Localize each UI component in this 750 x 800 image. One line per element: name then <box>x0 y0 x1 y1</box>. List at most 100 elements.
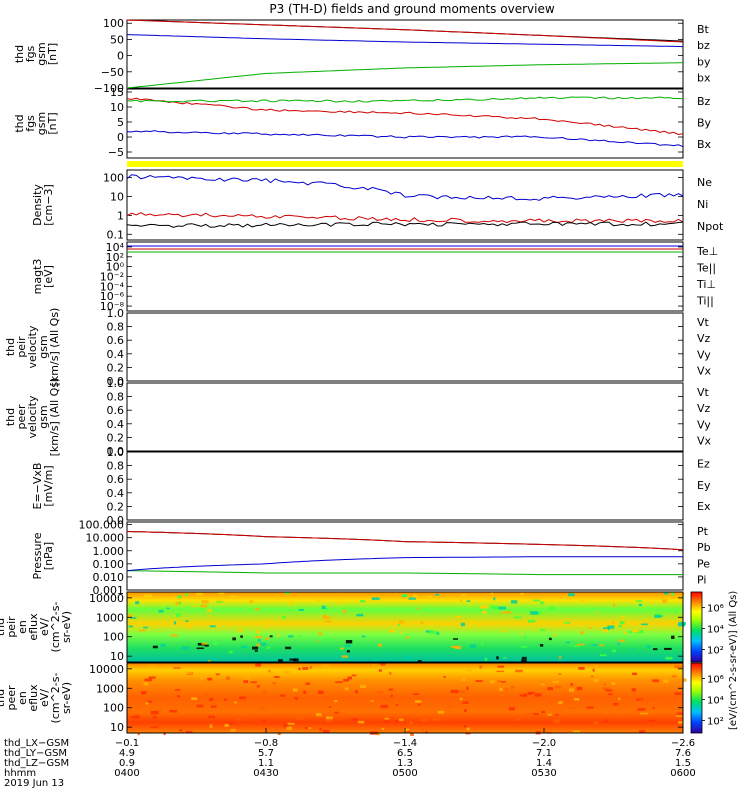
spectrogram-cell <box>194 713 202 717</box>
spectrogram-cell <box>408 597 416 600</box>
chart-title: P3 (TH-D) fields and ground moments over… <box>269 2 554 16</box>
spectrogram-cell <box>185 730 193 733</box>
spectrogram-cell <box>283 724 289 728</box>
series-line-ni <box>126 221 684 228</box>
spectrogram-cell <box>639 730 646 733</box>
spectrogram-cell <box>223 698 228 701</box>
spectrogram-cell <box>143 626 148 629</box>
spectrogram-cell <box>325 620 332 623</box>
spectrogram-cell <box>498 606 507 610</box>
x-tick-label: 0530 <box>531 768 556 779</box>
legend-entry: Npot <box>697 220 724 233</box>
spectrogram-cell <box>558 700 563 705</box>
spectrogram-cell <box>664 647 672 651</box>
spectrogram-cell <box>185 593 189 597</box>
spectrogram-cell <box>228 722 235 725</box>
spectrogram-cell <box>531 691 535 694</box>
spectrogram-cell <box>360 600 366 603</box>
spectrogram-cell <box>255 663 262 667</box>
spectrogram-cell <box>558 673 562 675</box>
spectrogram-cell <box>383 593 391 597</box>
spectrogram-cell <box>355 690 359 694</box>
spectrogram-cell <box>558 656 562 659</box>
y-tick-label: −50 <box>101 66 124 79</box>
spectrogram-cell <box>459 697 463 701</box>
spectrogram-cell <box>435 593 440 596</box>
spectrogram-cell <box>324 638 330 642</box>
spectrogram-cell <box>286 726 292 730</box>
spectrogram-cell <box>608 693 613 696</box>
spectrogram-cell <box>216 598 223 602</box>
legend-entry: Bz <box>697 95 711 108</box>
spectrogram-cell <box>593 721 599 725</box>
spectrogram-cell <box>254 607 260 611</box>
y-axis-label: Pressure[nPa] <box>31 532 55 579</box>
spectrogram-cell <box>540 628 546 632</box>
spectrogram-cell <box>446 705 454 708</box>
spectrogram-cell <box>250 681 257 684</box>
x-tick-label: 1.4 <box>536 758 552 769</box>
spectrogram-cell <box>284 592 290 595</box>
spectrogram-cell <box>382 667 388 670</box>
spectrogram-cell <box>383 652 386 655</box>
spectrogram-cell <box>613 603 616 608</box>
spectrogram-cell <box>315 713 322 717</box>
spectrogram-cell <box>148 676 156 679</box>
spectrogram-cell <box>267 671 275 674</box>
spectrogram-cell <box>491 605 498 609</box>
spectrogram-cell <box>226 676 230 680</box>
spectrogram-cell <box>480 644 485 646</box>
spectrogram-cell <box>170 634 178 637</box>
spectrogram-cell <box>573 697 580 701</box>
spectrogram-cell <box>219 602 223 605</box>
spectrogram-cell <box>146 700 152 704</box>
spectrogram-cell <box>663 679 669 683</box>
spectrogram-cell <box>254 635 263 639</box>
spectrogram-cell <box>238 628 243 633</box>
spectrogram-cell <box>461 678 466 682</box>
spectrogram-cell <box>216 601 223 603</box>
spectrogram-cell <box>620 616 625 618</box>
spectrogram-cell <box>264 625 268 629</box>
spectrogram-cell <box>523 636 528 639</box>
spectrogram-cell <box>298 667 301 671</box>
spectrogram-cell <box>618 697 621 701</box>
spectrogram-cell <box>417 660 422 662</box>
spectrogram-cell <box>380 663 386 666</box>
spectrogram-cell <box>484 657 488 661</box>
legend-entry: Vt <box>697 386 710 399</box>
y-tick-label: 0.2 <box>107 500 125 513</box>
spectrogram-cell <box>212 715 215 719</box>
spectrogram-cell <box>665 656 673 660</box>
spectrogram-cell <box>201 600 209 604</box>
spectrogram-cell <box>128 625 133 628</box>
quality-flag-bar <box>127 161 683 167</box>
spectrogram-cell <box>581 599 585 603</box>
date-label: 2019 Jun 13 <box>4 778 64 789</box>
y-tick-label: 10⁻⁸ <box>100 300 125 313</box>
spectrogram-cell <box>469 644 476 648</box>
spectrogram-cell <box>252 646 259 650</box>
legend-entry: Te|| <box>696 261 716 274</box>
spectrogram-cell <box>624 631 627 635</box>
legend-entry: Ex <box>697 500 711 513</box>
legend-entry: Vx <box>697 364 712 377</box>
spectrogram-cell <box>294 697 298 701</box>
spectrogram-cell <box>325 716 333 720</box>
spectrogram-cell <box>197 642 205 646</box>
spectrogram-cell <box>257 639 261 642</box>
spectrogram-cell <box>519 694 526 697</box>
legend-entry: Vy <box>697 418 711 431</box>
spectrogram-cell <box>520 592 524 596</box>
colorbar-unit-label: [eV/(cm^2-s-sr-eV)] (All Qs) <box>728 591 739 730</box>
spectrogram-cell <box>650 602 655 605</box>
spectrogram-cell <box>533 599 540 602</box>
spectrogram-cell <box>282 670 291 674</box>
panel-frame <box>126 382 684 452</box>
spectrogram-cell <box>272 681 276 685</box>
series-line-bz <box>126 19 684 43</box>
spectrogram-cell <box>503 630 507 633</box>
x-row-label: thd_LZ−GSM <box>4 758 69 769</box>
spectrogram-cell <box>322 729 330 733</box>
